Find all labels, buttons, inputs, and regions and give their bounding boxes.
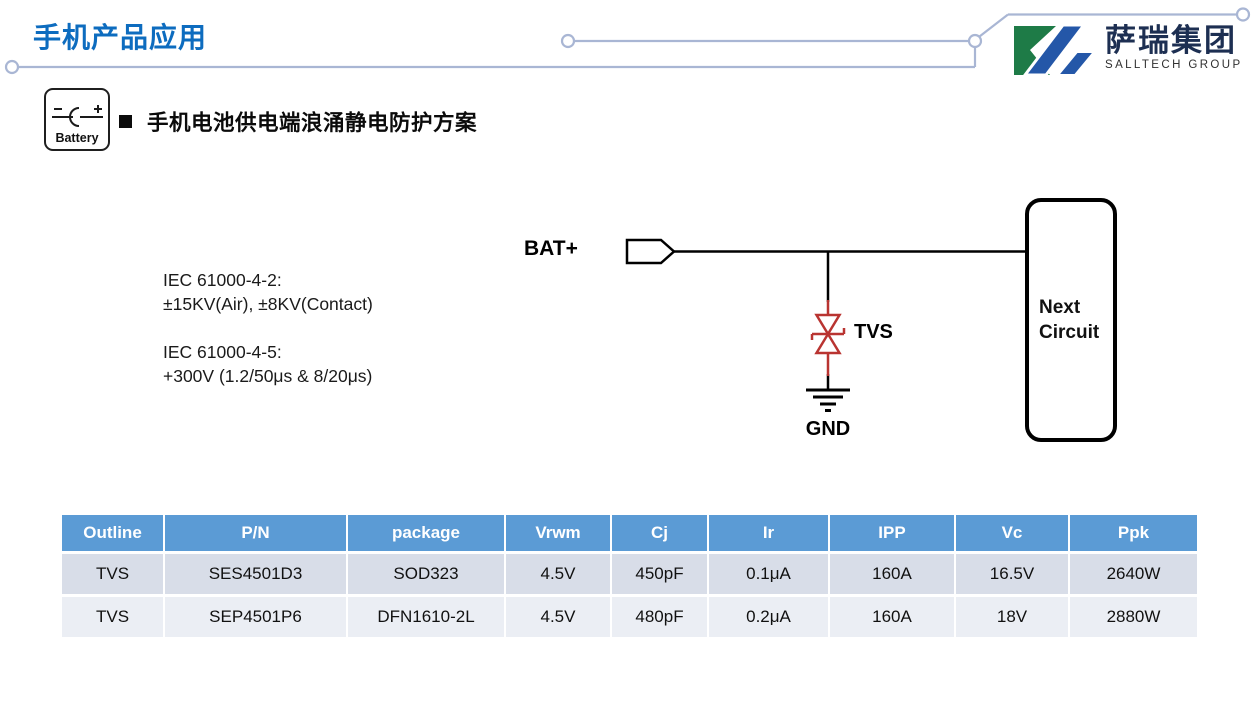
next-circuit-label-line2: Circuit bbox=[1039, 322, 1100, 343]
battery-label: Battery bbox=[55, 131, 99, 145]
table-cell: SOD323 bbox=[346, 551, 506, 597]
next-circuit-box bbox=[1025, 198, 1117, 442]
table-cell: 0.2μA bbox=[707, 594, 830, 639]
next-circuit-label-line1: Next bbox=[1039, 297, 1081, 318]
iec-surge-value: +300V (1.2/50μs & 8/20μs) bbox=[163, 366, 373, 386]
table-cell: TVS bbox=[60, 594, 165, 639]
table-cell: 0.1μA bbox=[707, 551, 830, 597]
logo-company-name: 萨瑞集团 bbox=[1105, 23, 1237, 58]
table-row: TVS SES4501D3 SOD323 4.5V 450pF 0.1μA 16… bbox=[60, 551, 1199, 597]
column-header-outline: Outline bbox=[60, 513, 165, 554]
iec-esd-value: ±15KV(Air), ±8KV(Contact) bbox=[163, 294, 373, 314]
iec-esd-title: IEC 61000-4-2: bbox=[163, 270, 282, 290]
table-cell: SEP4501P6 bbox=[163, 594, 348, 639]
table-header-row: Outline P/N package Vrwm Cj Ir IPP Vc Pp… bbox=[60, 513, 1199, 554]
table-cell: 160A bbox=[828, 551, 956, 597]
table-cell: 2880W bbox=[1068, 594, 1199, 639]
column-header-cj: Cj bbox=[610, 513, 709, 554]
table-cell: 2640W bbox=[1068, 551, 1199, 597]
circuit-diagram bbox=[625, 198, 1117, 442]
parts-table: Outline P/N package Vrwm Cj Ir IPP Vc Pp… bbox=[60, 513, 1199, 639]
logo-mark-icon bbox=[1014, 24, 1097, 77]
next-circuit-label: Next Circuit bbox=[1027, 200, 1115, 440]
table-cell: 4.5V bbox=[504, 551, 612, 597]
iec-surge-title: IEC 61000-4-5: bbox=[163, 342, 282, 362]
battery-icon bbox=[51, 105, 103, 127]
column-header-package: package bbox=[346, 513, 506, 554]
table-cell: 160A bbox=[828, 594, 956, 639]
circuit-wires bbox=[674, 250, 1026, 389]
section-heading: 手机电池供电端浪涌静电防护方案 bbox=[119, 106, 477, 137]
table-cell: 480pF bbox=[610, 594, 709, 639]
logo: 萨瑞集团 SALLTECH GROUP bbox=[1013, 24, 1243, 77]
section-heading-text: 手机电池供电端浪涌静电防护方案 bbox=[147, 111, 478, 135]
column-header-ppk: Ppk bbox=[1068, 513, 1199, 554]
table-cell: 450pF bbox=[610, 551, 709, 597]
column-header-ir: Ir bbox=[707, 513, 830, 554]
column-header-vc: Vc bbox=[954, 513, 1070, 554]
standards-block: IEC 61000-4-2: ±15KV(Air), ±8KV(Contact)… bbox=[163, 268, 373, 412]
tvs-diode-icon bbox=[810, 300, 846, 376]
table-cell: SES4501D3 bbox=[163, 551, 348, 597]
logo-company-subtitle: SALLTECH GROUP bbox=[1105, 59, 1243, 71]
page-title: 手机产品应用 bbox=[33, 22, 208, 53]
bullet-square-icon bbox=[119, 115, 132, 128]
table-cell: 4.5V bbox=[504, 594, 612, 639]
table-cell: DFN1610-2L bbox=[346, 594, 506, 639]
bat-connector-shape bbox=[625, 238, 676, 265]
table-cell: 18V bbox=[954, 594, 1070, 639]
column-header-vrwm: Vrwm bbox=[504, 513, 612, 554]
table-row: TVS SEP4501P6 DFN1610-2L 4.5V 480pF 0.2μ… bbox=[60, 594, 1199, 639]
column-header-pn: P/N bbox=[163, 513, 348, 554]
column-header-ipp: IPP bbox=[828, 513, 956, 554]
bat-plus-label: BAT+ bbox=[524, 237, 578, 260]
battery-card: Battery bbox=[44, 88, 110, 151]
ground-icon bbox=[806, 388, 850, 412]
table-cell: 16.5V bbox=[954, 551, 1070, 597]
tvs-label: TVS bbox=[854, 321, 893, 343]
gnd-label: GND bbox=[805, 418, 851, 440]
table-cell: TVS bbox=[60, 551, 165, 597]
